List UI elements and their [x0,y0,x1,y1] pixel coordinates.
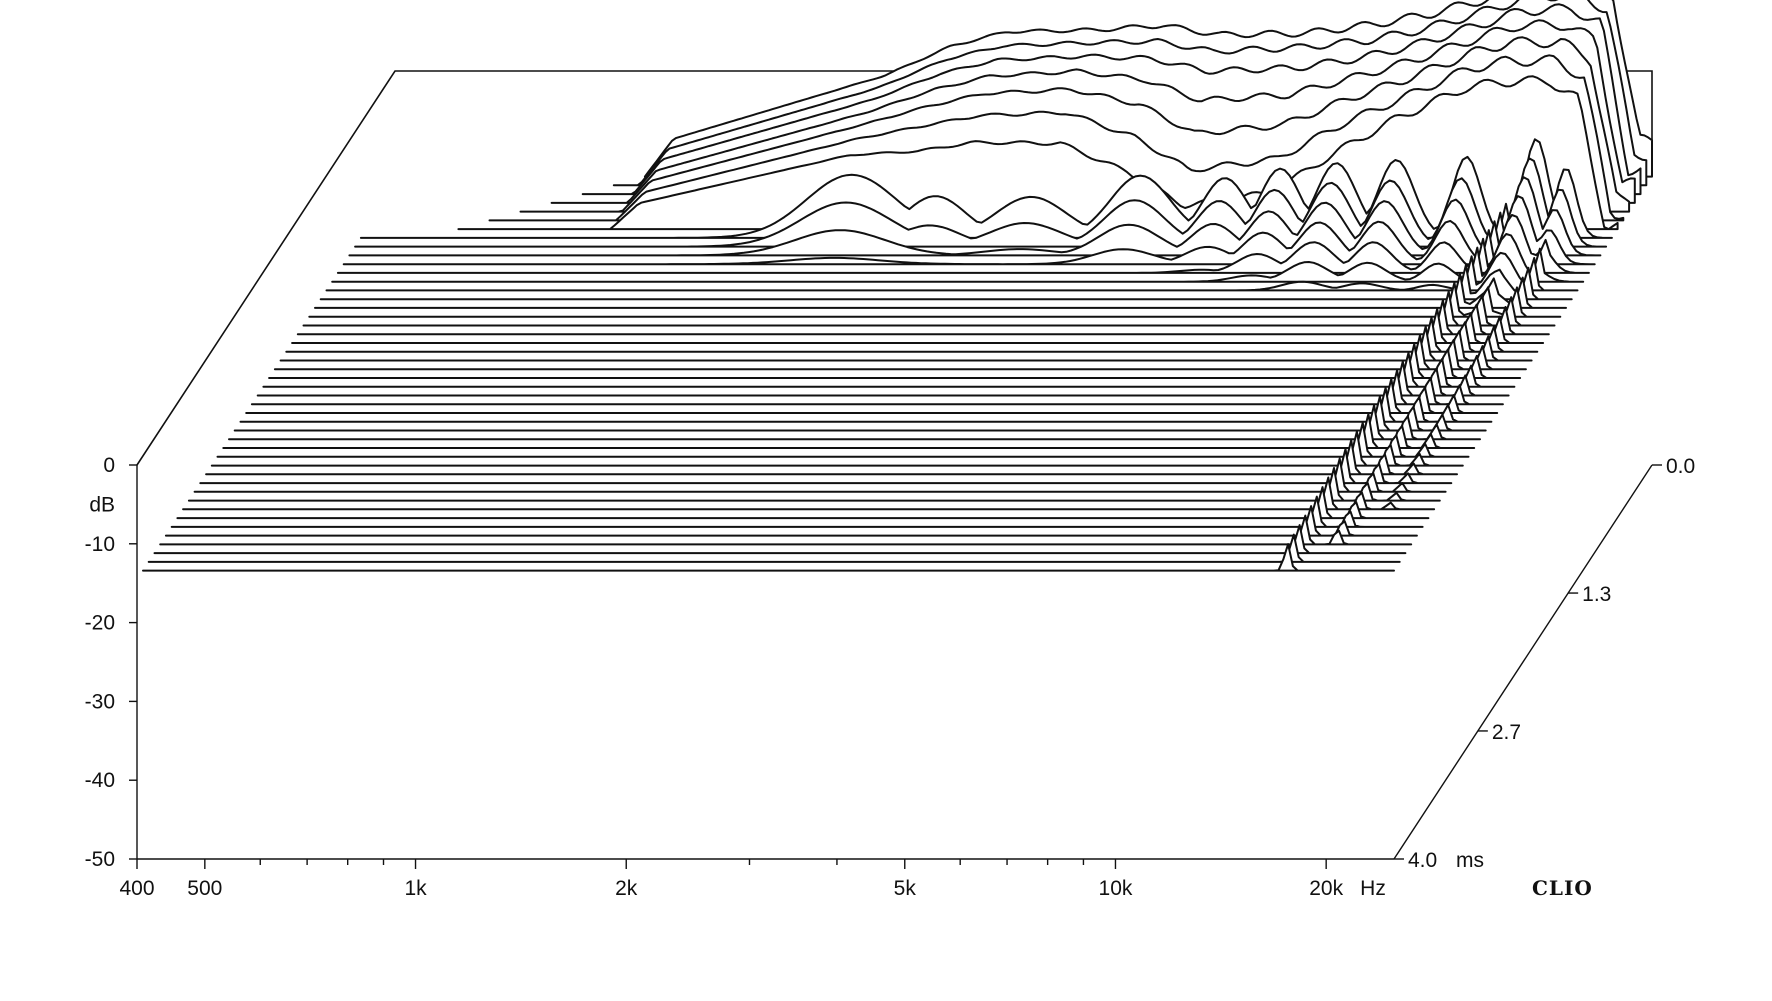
decay-slice [187,467,1441,502]
x-tick-label: 1k [404,877,427,900]
decay-slice [302,290,1556,327]
decay-slice [325,251,1579,292]
decay-slice [205,439,1458,476]
decay-slice [147,533,1401,563]
z-tick-label: 1.3 [1582,583,1611,606]
x-tick-label: 2k [615,877,638,900]
decay-slice [245,377,1499,414]
decay-slice [291,307,1545,344]
x-tick-label: 20k [1309,877,1343,900]
x-tick-label: 10k [1099,877,1133,900]
y-unit-label: dB [89,493,115,516]
decay-slice [285,316,1539,353]
decay-slice [279,325,1533,362]
decay-slice [336,214,1590,274]
z-unit-label: ms [1456,849,1484,872]
z-tick-label: 0.0 [1666,455,1695,478]
decay-slice [308,281,1562,318]
decay-slice [239,386,1493,423]
decay-slice [170,495,1424,528]
axis-labels: 0 -10 -20 -30 -40 -50 dB 400 500 1k 2k 5k 10k 20k Hz 0.… [85,454,1696,900]
decay-slices [142,0,1653,572]
x-tick-label: 400 [119,877,154,900]
decay-slice [262,351,1516,388]
decay-slice [250,369,1504,406]
x-tick-label: 500 [187,877,222,900]
decay-slice [256,360,1510,397]
decay-slice [359,138,1613,239]
decay-slice [193,457,1447,493]
y-tick-label: -20 [85,612,115,635]
decay-slice [222,413,1476,449]
decay-slice [159,514,1413,546]
decay-slice [228,404,1481,441]
decay-slice [216,421,1470,458]
decay-slice [319,264,1573,301]
decay-slice [314,272,1567,309]
x-tick-label: 5k [894,877,917,900]
decay-slice [233,395,1487,432]
z-axis-line [1393,464,1653,860]
decay-slice [176,486,1430,520]
decay-slice [199,448,1453,485]
decay-slice [273,334,1527,371]
decay-slice [164,505,1418,537]
z-tick-label: 4.0 [1408,849,1437,872]
y-tick-label: 0 [103,454,115,477]
decay-slice [153,524,1407,555]
y-tick-label: -40 [85,769,115,792]
z-tick-label: 2.7 [1492,721,1521,744]
y-tick-label: -30 [85,690,115,713]
decay-slice [210,430,1464,467]
decay-slice [268,342,1522,379]
decay-slice [342,195,1596,266]
decay-slice [142,543,1395,572]
decay-slice [331,233,1585,283]
decay-slice [354,157,1608,248]
decay-slice [348,176,1602,257]
brand-label: CLIO [1532,876,1593,900]
axes [129,464,1662,869]
decay-slice [182,476,1436,511]
x-unit-label: Hz [1360,877,1386,900]
decay-slice [296,299,1550,336]
y-tick-label: -10 [85,533,115,556]
y-tick-label: -50 [85,848,115,871]
